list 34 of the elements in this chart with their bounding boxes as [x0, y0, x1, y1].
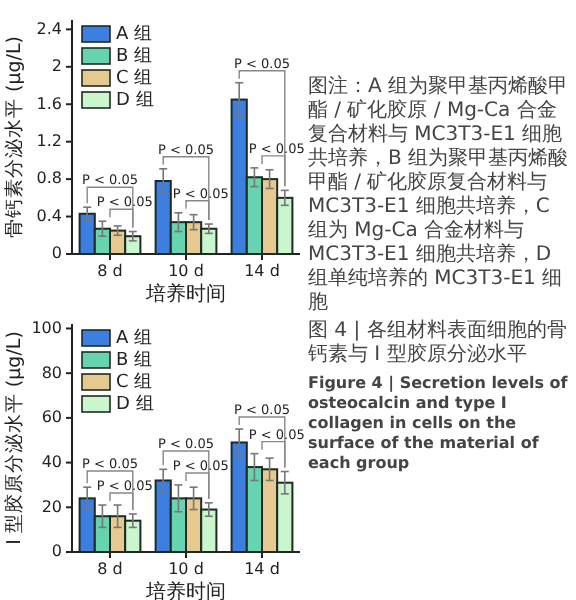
x-tick-label: 8 d [97, 560, 123, 578]
legend-label: B 组 [116, 348, 153, 371]
y-tick-label: 60 [41, 408, 62, 427]
x-tick-label: 10 d [168, 560, 204, 578]
text: Figure 4 | Secretion levels of osteocalcin and type I collagen in cells on the surface of the material of each group [308, 374, 570, 474]
y-tick-label: 2 [51, 57, 62, 76]
x-axis-title: 培养时间 [144, 580, 226, 600]
legend-label: D 组 [116, 392, 154, 415]
text: 图 4 | 各组材料表面细胞的骨钙素与 I 型胶原分泌水平 [308, 320, 569, 368]
x-tick-label: 14 d [244, 262, 280, 280]
x-tick-label: 10 d [168, 262, 204, 280]
y-tick-label: 80 [41, 363, 62, 382]
y-tick-label: 0.8 [36, 169, 62, 188]
legend-label: C 组 [116, 370, 153, 393]
y-tick-label: 40 [41, 452, 62, 471]
y-tick-label: 20 [41, 497, 62, 516]
y-tick-label: 0 [51, 244, 62, 263]
y-axis-title: 骨钙素分泌水平 (μg/L) [2, 35, 26, 239]
text: 图注：A 组为聚甲基丙烯酸甲酯 / 矿化胶原 / Mg-Ca 合金复合材料与 MC3T3-E1 细胞共培养，B 组为聚甲基丙烯酸甲酯 / 矿化胶原复合材料与 MC3T3-E1 细胞共培养，C 组为 Mg-Ca 合金材料与 MC3T3-E1 细胞共培养，D 组单纯培养的 MC3T3-E1 细胞 [308, 76, 569, 314]
y-axis-title: I 型胶原分泌水平 (μg/L) [2, 331, 26, 545]
y-tick-label: 100 [31, 318, 62, 337]
y-tick-label: 0 [51, 542, 62, 561]
y-tick-label: 2.4 [36, 19, 62, 38]
legend-label: A 组 [116, 22, 153, 45]
y-tick-label: 0.4 [36, 206, 62, 225]
legend-label: B 组 [116, 44, 153, 67]
y-tick-label: 1.2 [36, 132, 62, 151]
legend-label: A 组 [116, 326, 153, 349]
legend-label: C 组 [116, 66, 153, 89]
x-axis-title: 培养时间 [144, 282, 226, 306]
legend-label: D 组 [116, 88, 154, 111]
x-tick-label: 8 d [97, 262, 123, 280]
y-tick-label: 1.6 [36, 94, 62, 113]
x-tick-label: 14 d [244, 560, 280, 578]
